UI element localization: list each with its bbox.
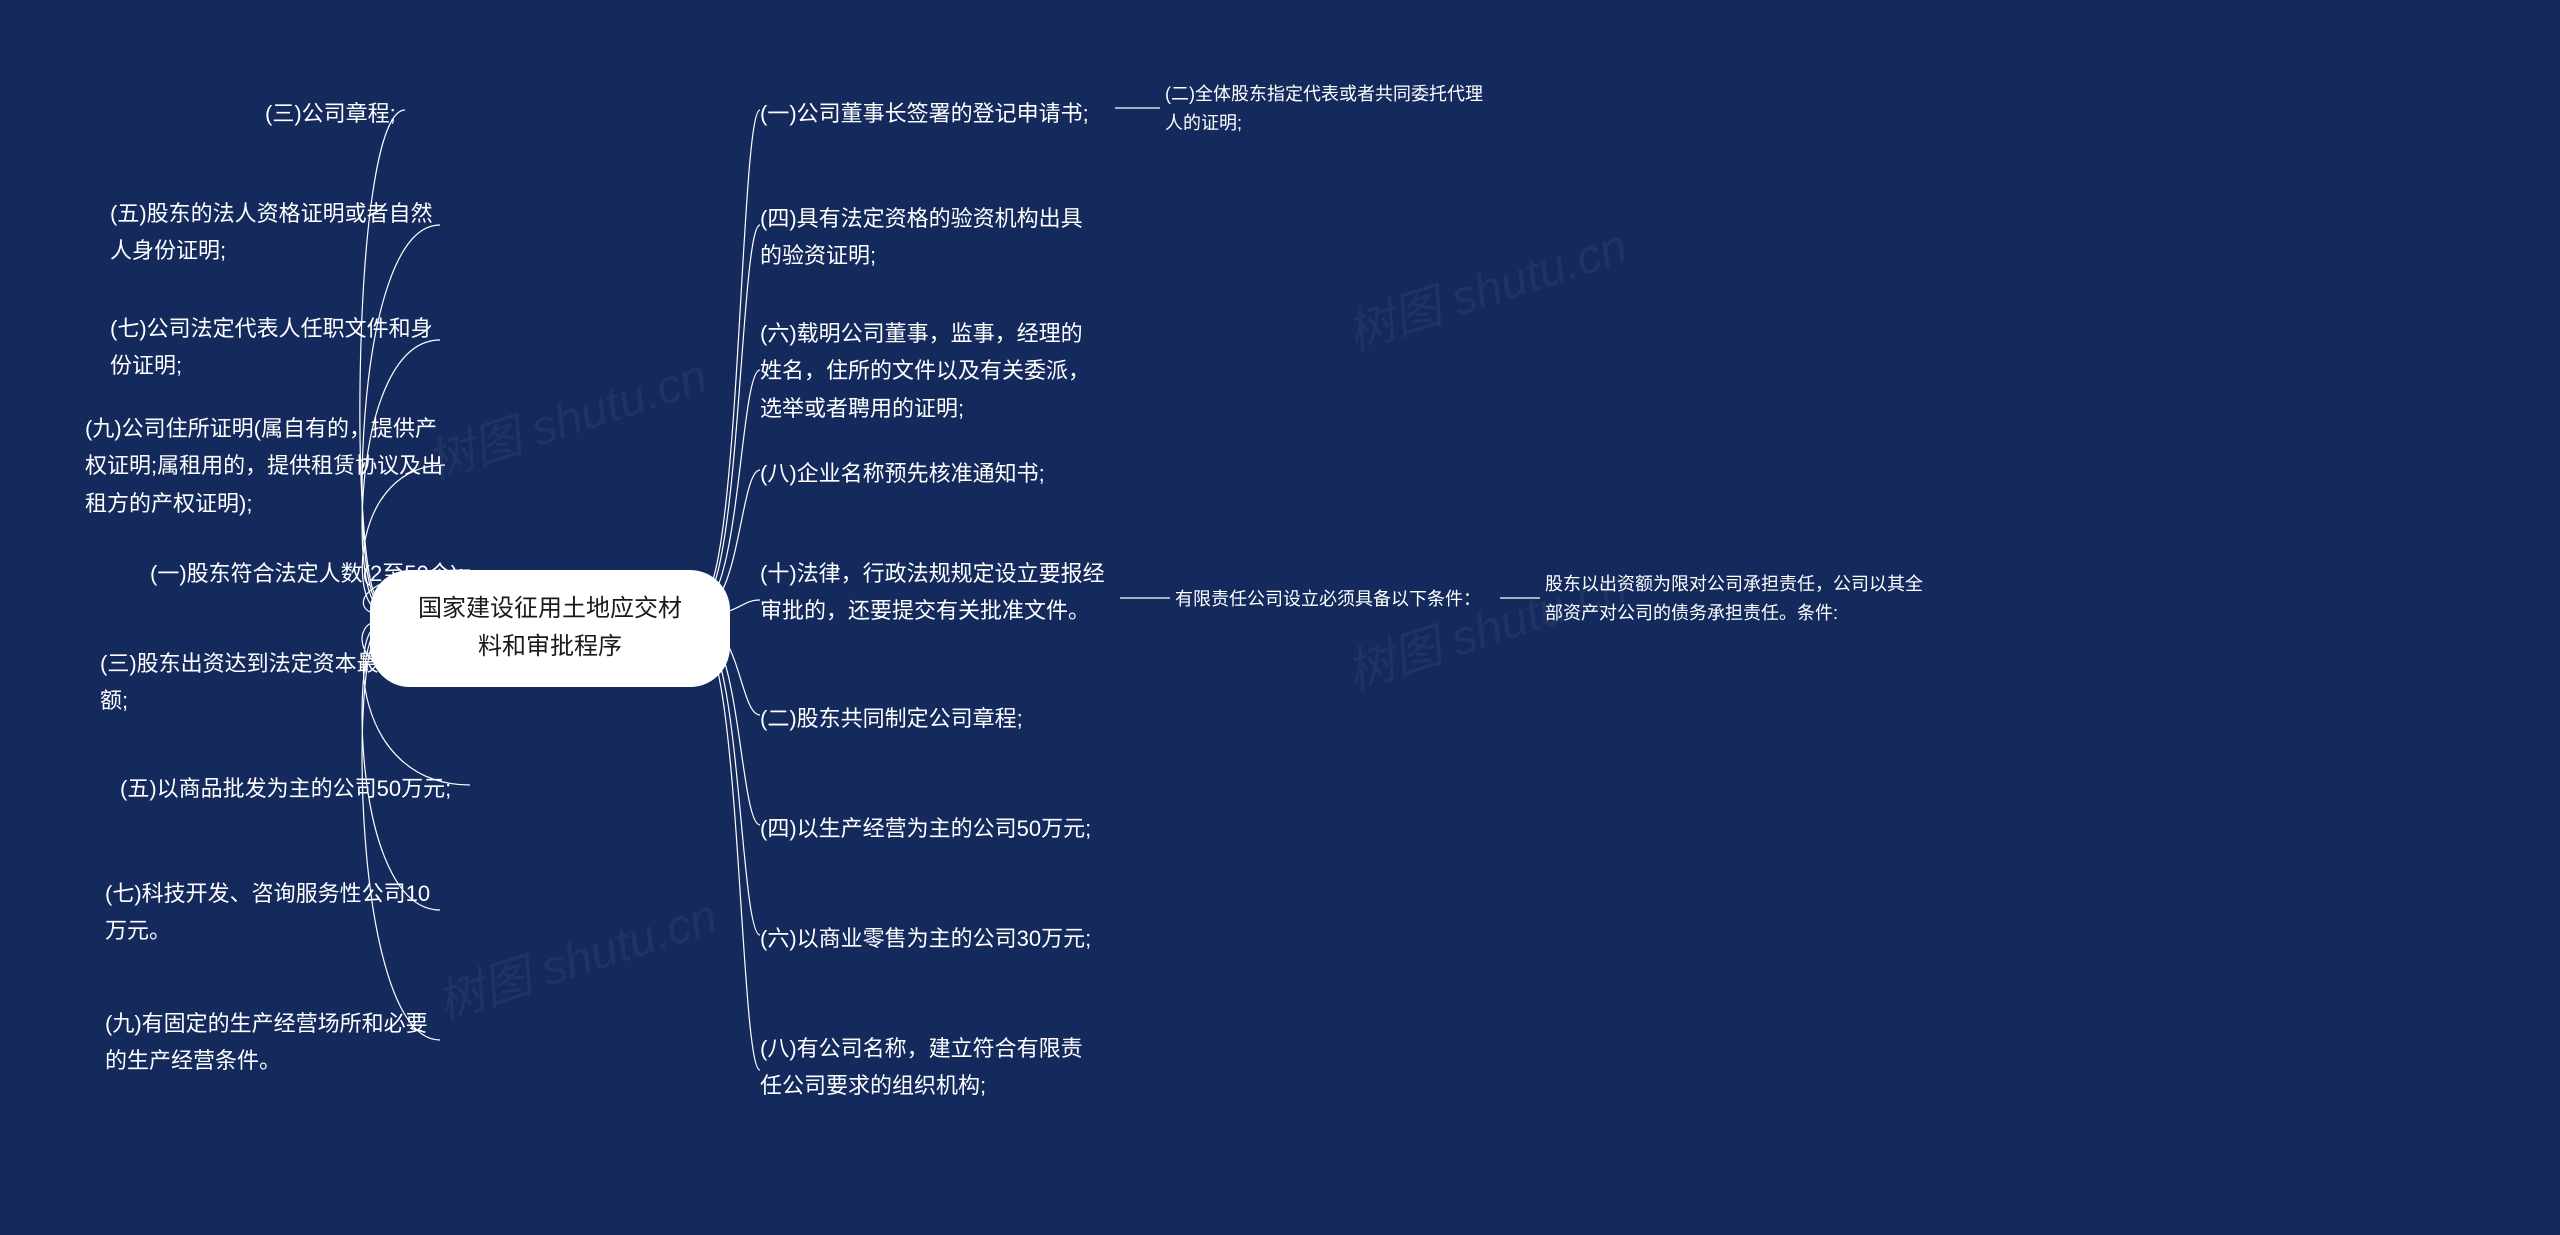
branch-l9: (九)公司住所证明(属自有的，提供产权证明;属租用的，提供租赁协议及出租方的产权… bbox=[85, 410, 445, 522]
branch-l5b: (五)以商品批发为主的公司50万元; bbox=[120, 770, 451, 807]
branch-r8: (八)企业名称预先核准通知书; bbox=[760, 455, 1045, 492]
sub-r10-a: 有限责任公司设立必须具备以下条件： bbox=[1175, 585, 1481, 614]
branch-r4: (四)具有法定资格的验资机构出具的验资证明; bbox=[760, 200, 1100, 275]
branch-r6: (六)载明公司董事，监事，经理的姓名，住所的文件以及有关委派，选举或者聘用的证明… bbox=[760, 315, 1100, 427]
watermark: 树图 shutu.cn bbox=[426, 877, 724, 1033]
branch-l5: (五)股东的法人资格证明或者自然人身份证明; bbox=[110, 195, 440, 270]
branch-l7b: (七)科技开发、咨询服务性公司10万元。 bbox=[105, 875, 435, 950]
branch-r1: (一)公司董事长签署的登记申请书; bbox=[760, 95, 1089, 132]
branch-r4b: (四)以生产经营为主的公司50万元; bbox=[760, 810, 1091, 847]
branch-l3b: (三)股东出资达到法定资本最低限额; bbox=[100, 645, 440, 720]
branch-l7: (七)公司法定代表人任职文件和身份证明; bbox=[110, 310, 440, 385]
sub-r10-b: 股东以出资额为限对公司承担责任，公司以其全部资产对公司的债务承担责任。条件: bbox=[1545, 570, 1925, 628]
branch-l3: (三)公司章程; bbox=[265, 95, 396, 132]
branch-l1b: (一)股东符合法定人数(2至50个); bbox=[150, 555, 464, 592]
branch-l9b: (九)有固定的生产经营场所和必要的生产经营条件。 bbox=[105, 1005, 435, 1080]
branch-r8b: (八)有公司名称，建立符合有限责任公司要求的组织机构; bbox=[760, 1030, 1100, 1105]
branch-r10: (十)法律，行政法规规定设立要报经审批的，还要提交有关批准文件。 bbox=[760, 555, 1110, 630]
sub-r1: (二)全体股东指定代表或者共同委托代理人的证明; bbox=[1165, 80, 1495, 138]
mindmap-canvas: 树图 shutu.cn 树图 shutu.cn 树图 shutu.cn 树图 s… bbox=[0, 0, 2560, 1235]
watermark: 树图 shutu.cn bbox=[416, 337, 714, 493]
branch-r2b: (二)股东共同制定公司章程; bbox=[760, 700, 1023, 737]
branch-r6b: (六)以商业零售为主的公司30万元; bbox=[760, 920, 1091, 957]
watermark: 树图 shutu.cn bbox=[1336, 207, 1634, 363]
